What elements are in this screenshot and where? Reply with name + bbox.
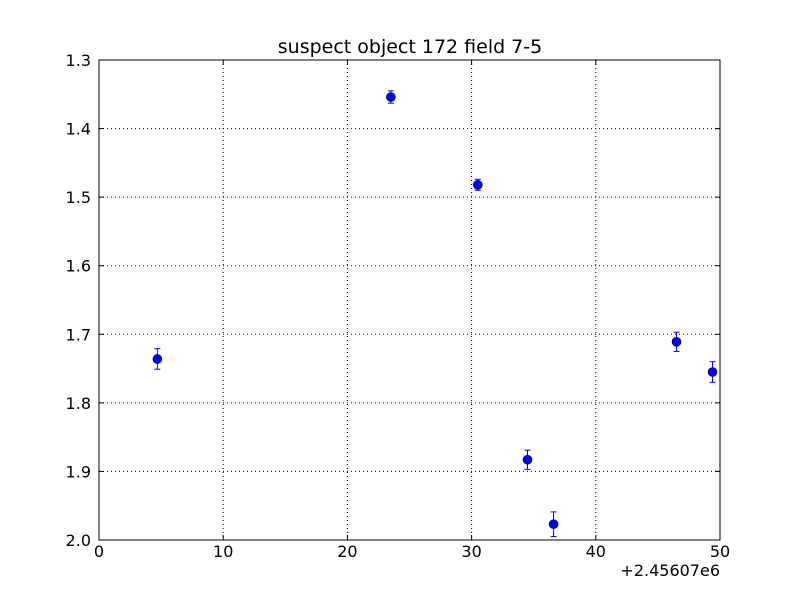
- y-tick-label: 1.5: [66, 188, 91, 207]
- marker: [671, 337, 682, 347]
- y-tick-label: 2.0: [66, 531, 91, 550]
- marker: [386, 92, 396, 102]
- x-tick-label: 10: [213, 542, 233, 561]
- marker: [522, 454, 533, 465]
- y-tick-label: 1.9: [66, 462, 91, 481]
- y-tick-label: 1.6: [66, 257, 91, 276]
- x-tick-label: 0: [94, 542, 104, 561]
- x-tick-label: 20: [337, 542, 357, 561]
- marker: [152, 354, 163, 364]
- x-tick-label: 50: [710, 542, 730, 561]
- y-tick-label: 1.3: [66, 51, 91, 70]
- y-tick-label: 1.7: [66, 325, 91, 344]
- plot-frame: [98, 59, 721, 541]
- y-tick-label: 1.4: [66, 120, 91, 139]
- x-tick-label: 30: [461, 542, 481, 561]
- marker: [548, 519, 559, 530]
- chart-title: suspect object 172 field 7-5: [278, 36, 543, 58]
- x-offset-label: +2.45607e6: [620, 561, 720, 580]
- marker: [707, 367, 718, 377]
- marker: [473, 180, 483, 190]
- y-tick-label: 1.8: [66, 394, 91, 413]
- x-tick-label: 40: [586, 542, 606, 561]
